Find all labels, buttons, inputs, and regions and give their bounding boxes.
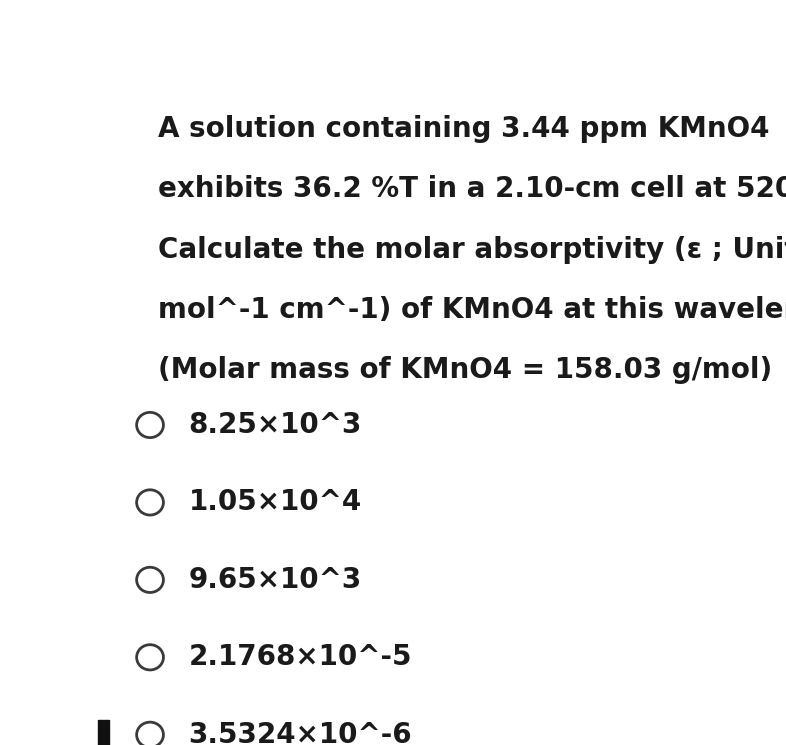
Text: 9.65×10^3: 9.65×10^3: [189, 566, 362, 594]
Text: 8.25×10^3: 8.25×10^3: [189, 411, 362, 439]
Text: 1.05×10^4: 1.05×10^4: [189, 489, 362, 516]
Text: (Molar mass of KMnO4 = 158.03 g/mol): (Molar mass of KMnO4 = 158.03 g/mol): [158, 356, 772, 384]
Text: 3.5324×10^-6: 3.5324×10^-6: [189, 720, 412, 745]
Text: exhibits 36.2 %T in a 2.10-cm cell at 520 nm.: exhibits 36.2 %T in a 2.10-cm cell at 52…: [158, 176, 786, 203]
Text: A solution containing 3.44 ppm KMnO4: A solution containing 3.44 ppm KMnO4: [158, 115, 769, 143]
Text: Calculate the molar absorptivity (ε ; Units in L: Calculate the molar absorptivity (ε ; Un…: [158, 235, 786, 264]
Text: 2.1768×10^-5: 2.1768×10^-5: [189, 644, 412, 671]
Text: mol^-1 cm^-1) of KMnO4 at this wavelength.: mol^-1 cm^-1) of KMnO4 at this wavelengt…: [158, 296, 786, 324]
